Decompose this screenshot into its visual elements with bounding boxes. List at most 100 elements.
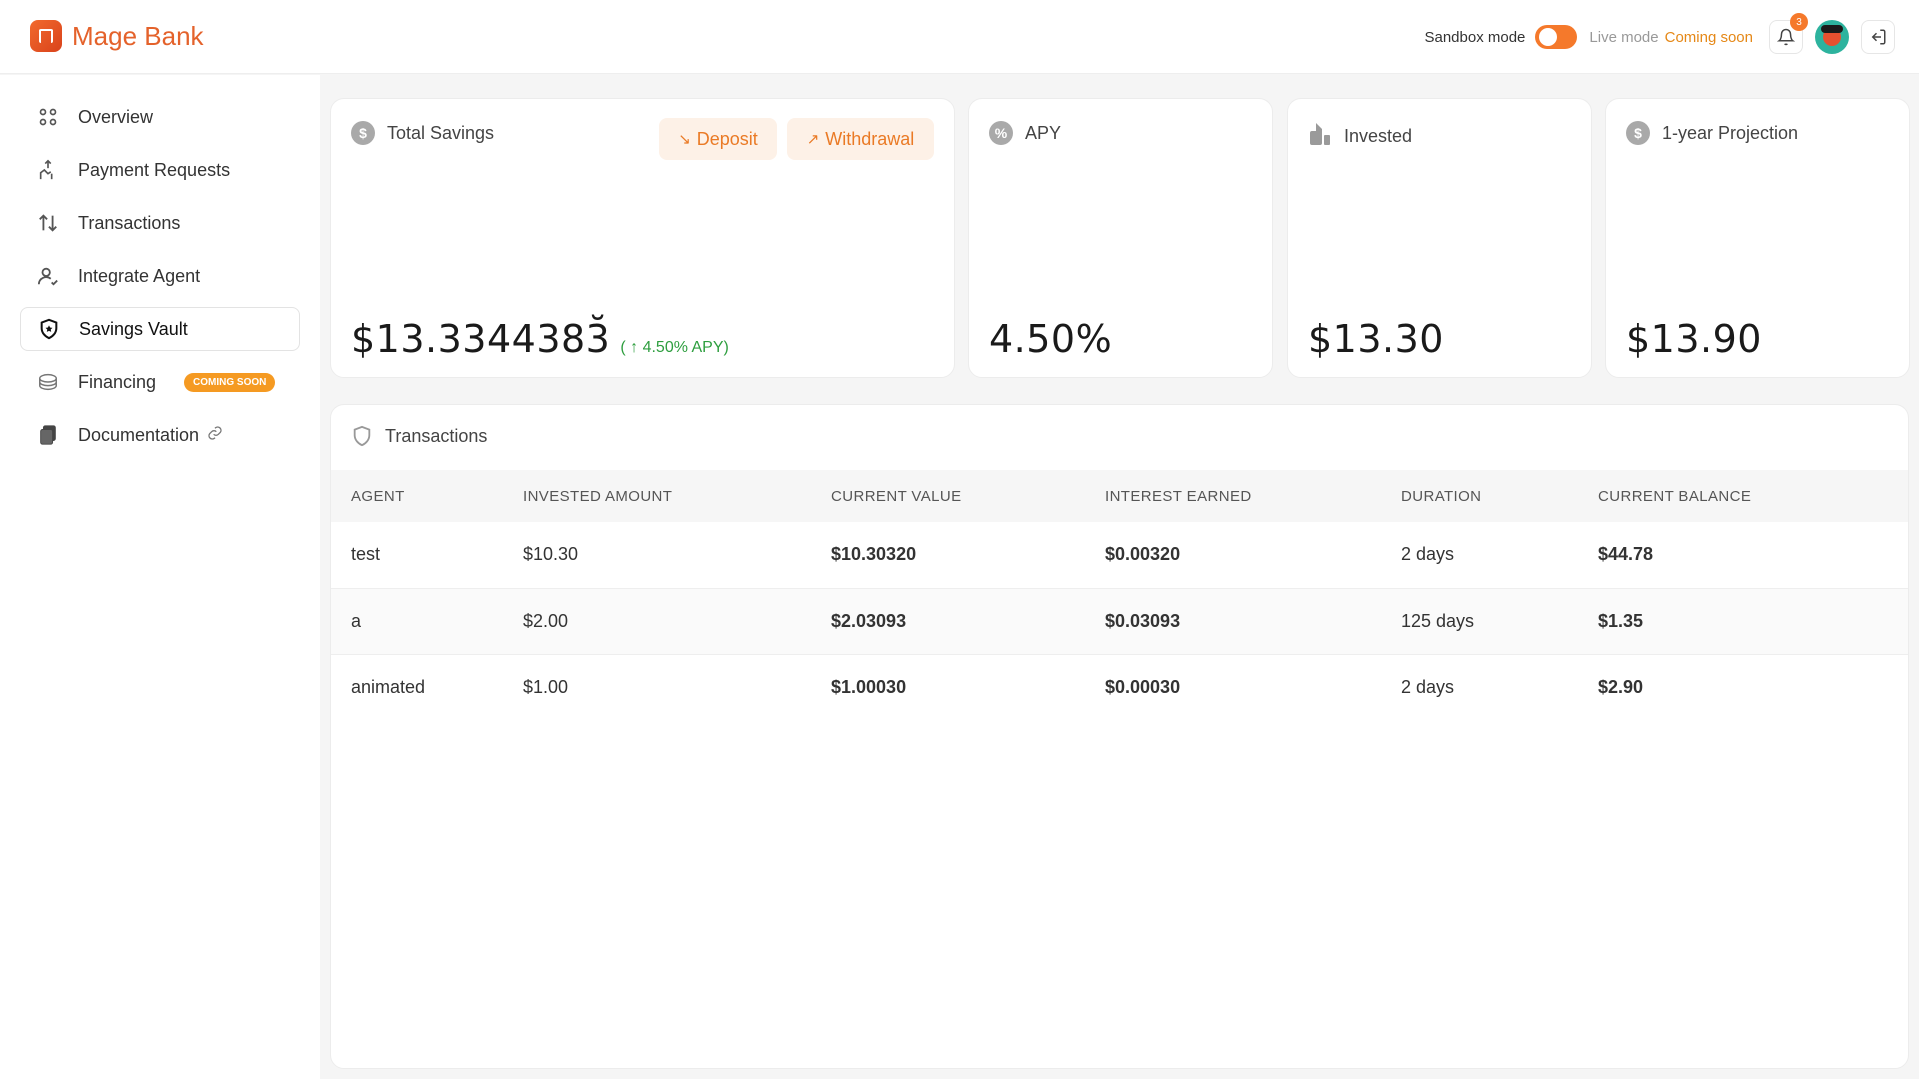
transactions-card: Transactions AGENT INVESTED AMOUNT CURRE… (330, 404, 1909, 1069)
card-title: APY (1025, 122, 1062, 143)
card-title: Invested (1344, 126, 1413, 146)
cell-interest: $0.00030 (1105, 676, 1181, 697)
logo[interactable]: Mage Bank (30, 20, 204, 52)
cell-duration: 2 days (1401, 522, 1598, 589)
sidebar-item-label: Transactions (78, 212, 181, 233)
total-savings-value: $13.3344383̆ ( ↑ 4.50% APY) (351, 317, 729, 361)
card-header: $ 1-year Projection (1626, 121, 1798, 145)
sidebar-item-label: Savings Vault (79, 318, 188, 339)
cell-duration: 125 days (1401, 588, 1598, 655)
cell-invested: $10.30 (523, 522, 831, 589)
transactions-header: Transactions (351, 425, 487, 447)
grid-icon (36, 105, 60, 129)
card-header: Invested (1308, 121, 1412, 152)
cell-duration: 2 days (1401, 676, 1455, 697)
column-header: DURATION (1401, 487, 1482, 505)
avatar-hat (1821, 25, 1843, 33)
card-title: 1-year Projection (1662, 122, 1799, 143)
arrows-updown-icon (36, 211, 60, 235)
column-header: CURRENT BALANCE (1598, 487, 1752, 505)
live-mode-label: Live mode (1589, 28, 1659, 46)
app-name: Mage Bank (72, 20, 204, 51)
card-header: $ Total Savings (351, 121, 494, 145)
table-row[interactable]: animated $1.00 $1.00030 $0.00030 2 days … (331, 654, 1908, 720)
sidebar-item-documentation[interactable]: Documentation (20, 413, 300, 457)
sidebar-item-savings-vault[interactable]: Savings Vault (20, 307, 300, 351)
sidebar-item-financing[interactable]: Financing COMING SOON (20, 360, 300, 404)
notification-badge: 3 (1790, 13, 1808, 31)
user-check-icon (36, 264, 60, 288)
bell-icon (1777, 28, 1795, 46)
sidebar-item-label: Payment Requests (78, 159, 231, 180)
column-header: AGENT (351, 487, 405, 505)
logout-button[interactable] (1861, 20, 1895, 54)
percent-icon: % (989, 121, 1013, 145)
cell-interest: $0.00320 (1105, 522, 1401, 589)
projection-value: $13.90 (1626, 317, 1762, 361)
shield-icon (37, 317, 61, 341)
toggle-knob (1539, 28, 1558, 46)
card-header: % APY (989, 121, 1061, 145)
card-title: Total Savings (387, 122, 495, 143)
column-header: INTEREST EARNED (1105, 487, 1252, 505)
avatar[interactable] (1815, 20, 1849, 54)
shield-outline-icon (353, 425, 371, 447)
cell-current-value: $2.03093 (831, 588, 1105, 655)
cell-invested: $2.00 (523, 588, 831, 655)
invested-card: Invested $13.30 (1287, 98, 1592, 378)
apy-card: % APY 4.50% (968, 98, 1273, 378)
cell-balance: $2.90 (1598, 676, 1644, 697)
withdrawal-button[interactable]: ↗ Withdrawal (787, 118, 934, 160)
transactions-table: AGENT INVESTED AMOUNT CURRENT VALUE INTE… (331, 470, 1908, 720)
mode-toggle[interactable] (1535, 25, 1578, 49)
notifications-button[interactable]: 3 (1769, 13, 1808, 54)
dollar-icon: $ (1626, 121, 1650, 145)
sidebar-item-label: Financing (78, 371, 157, 392)
table-header-row: AGENT INVESTED AMOUNT CURRENT VALUE INTE… (331, 470, 1908, 522)
investment-icon (1308, 121, 1332, 152)
transactions-title: Transactions (385, 425, 488, 446)
arrow-down-right-icon: ↘ (678, 131, 691, 148)
cell-current-value: $1.00030 (831, 676, 907, 697)
dollar-icon: $ (351, 121, 375, 145)
sidebar-item-label: Integrate Agent (78, 265, 201, 286)
hand-money-icon (36, 158, 60, 182)
sandbox-mode-label: Sandbox mode (1424, 28, 1526, 46)
coming-soon-badge: COMING SOON (184, 372, 276, 392)
sidebar-item-transactions[interactable]: Transactions (20, 201, 300, 245)
docs-icon (36, 423, 60, 447)
cell-agent: a (331, 588, 523, 655)
table-row[interactable]: test $10.30 $10.30320 $0.00320 2 days $4… (331, 522, 1908, 589)
column-header: INVESTED AMOUNT (523, 487, 673, 505)
invested-value: $13.30 (1308, 317, 1444, 361)
sidebar: Overview Payment Requests Transactions I… (0, 75, 320, 1079)
apy-value: 4.50% (989, 317, 1113, 361)
table-row[interactable]: a $2.00 $2.03093 $0.03093 125 days $1.35 (331, 588, 1908, 655)
sidebar-item-overview[interactable]: Overview (20, 95, 300, 139)
header-controls: Sandbox mode Live mode Coming soon 3 (1424, 13, 1895, 54)
cell-balance: $1.35 (1598, 588, 1908, 655)
sidebar-item-integrate-agent[interactable]: Integrate Agent (20, 254, 300, 298)
total-savings-amount: $13.3344383̆ (351, 317, 611, 361)
sidebar-item-label: Overview (78, 106, 154, 127)
logout-icon (1871, 29, 1886, 45)
coming-soon-label: Coming soon (1664, 28, 1753, 46)
coins-icon (36, 370, 60, 394)
cell-agent: animated (351, 676, 426, 697)
top-bar: Mage Bank Sandbox mode Live mode Coming … (0, 0, 1919, 74)
cell-interest: $0.03093 (1105, 588, 1401, 655)
sidebar-item-payment-requests[interactable]: Payment Requests (20, 148, 300, 192)
deposit-label: Deposit (696, 128, 758, 149)
projection-card: $ 1-year Projection $13.90 (1605, 98, 1910, 378)
arrow-up-right-icon: ↗ (806, 131, 820, 148)
deposit-button[interactable]: ↘ Deposit (659, 118, 777, 160)
cell-balance: $44.78 (1598, 522, 1908, 589)
cell-agent: test (331, 522, 523, 589)
apy-change: ( ↑ 4.50% APY) (620, 339, 729, 356)
cell-current-value: $10.30320 (831, 522, 1105, 589)
total-savings-card: $ Total Savings ↘ Deposit ↗ Withdrawal $… (330, 98, 955, 378)
logo-icon (30, 20, 62, 52)
withdrawal-label: Withdrawal (825, 128, 915, 149)
column-header: CURRENT VALUE (831, 487, 962, 505)
sidebar-item-label: Documentation (78, 424, 200, 445)
